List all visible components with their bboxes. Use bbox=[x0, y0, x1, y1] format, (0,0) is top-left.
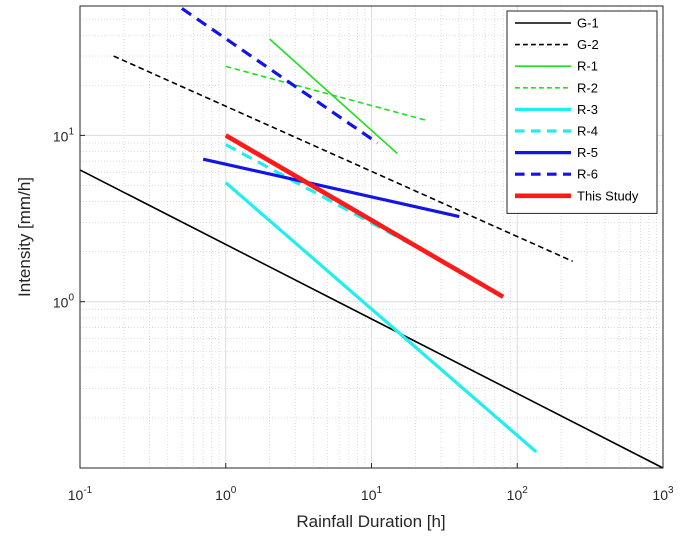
legend-label-0: G-1 bbox=[577, 16, 599, 31]
plot-frame bbox=[79, 5, 664, 469]
y-tick-labels: 100 101 bbox=[53, 126, 75, 310]
y-axis-label: Intensity [mm/h] bbox=[15, 177, 34, 297]
x-tick-label: 103 bbox=[652, 485, 674, 503]
x-tick-label: 101 bbox=[361, 485, 383, 503]
legend-label-7: R-6 bbox=[577, 167, 598, 182]
legend-label-4: R-3 bbox=[577, 102, 598, 117]
legend-label-6: R-5 bbox=[577, 145, 598, 160]
series-line-3 bbox=[225, 65, 428, 122]
legend-label-5: R-4 bbox=[577, 124, 598, 139]
x-tick-labels: 10-1 100 101 102 103 bbox=[68, 485, 674, 503]
x-axis-label: Rainfall Duration [h] bbox=[296, 512, 445, 531]
series-lines bbox=[79, 7, 664, 469]
y-tick-label: 101 bbox=[53, 126, 75, 144]
y-tick-label: 100 bbox=[53, 293, 75, 311]
x-tick-label: 100 bbox=[215, 485, 237, 503]
series-line-4 bbox=[224, 181, 538, 454]
legend-label-8: This Study bbox=[577, 188, 639, 203]
legend-label-2: R-1 bbox=[577, 59, 598, 74]
series-line-1 bbox=[113, 55, 573, 263]
legend-label-1: G-2 bbox=[577, 37, 599, 52]
x-tick-label: 10-1 bbox=[68, 485, 93, 503]
series-line-6 bbox=[202, 157, 460, 219]
legend: G-1 G-2 R-1 R-2 R-3 R-4 R-5 R-6 This Study bbox=[506, 10, 658, 214]
series-line-0 bbox=[79, 169, 664, 469]
x-tick-label: 102 bbox=[507, 485, 529, 503]
series-line-2 bbox=[269, 38, 398, 154]
series-line-7 bbox=[180, 7, 379, 145]
grid bbox=[79, 6, 664, 468]
legend-label-3: R-2 bbox=[577, 80, 598, 95]
series-line-8 bbox=[224, 133, 505, 299]
